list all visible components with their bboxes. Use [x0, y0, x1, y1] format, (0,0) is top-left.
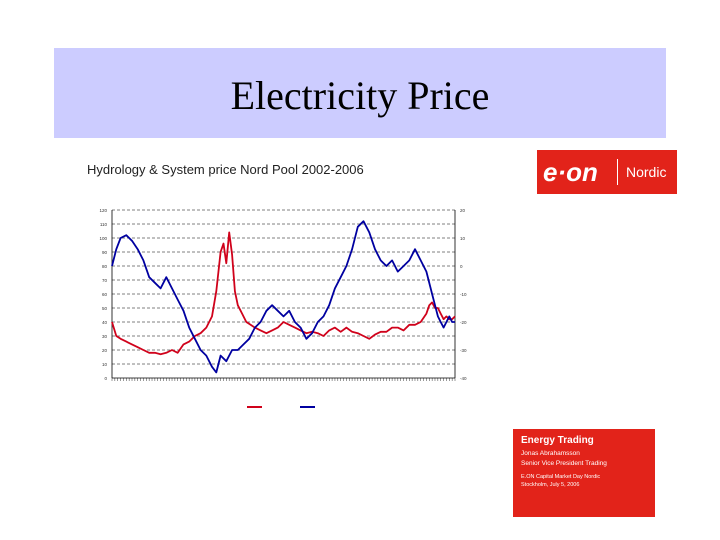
left-tick-label: 90	[102, 250, 108, 255]
chart-heading: Hydrology & System price Nord Pool 2002-…	[87, 162, 364, 177]
x-axis-ticks	[111, 378, 456, 381]
right-axis-ticks: -40 -30 -20 -10 0 10 20	[460, 208, 467, 381]
series-line-0	[111, 231, 456, 356]
left-tick-label: 60	[102, 292, 108, 297]
right-tick-label: -20	[460, 320, 467, 325]
right-tick-label: -30	[460, 348, 467, 353]
left-tick-label: 10	[102, 362, 108, 367]
left-axis-ticks: 0 10 20 30 40 50 60 70 80 90 100 110 120	[99, 208, 107, 381]
left-tick-label: 80	[102, 264, 108, 269]
left-tick-label: 20	[102, 348, 108, 353]
eon-nordic-logo: e·on Nordic	[537, 150, 677, 194]
left-tick-label: 0	[104, 376, 107, 381]
chart-series	[111, 220, 456, 374]
eon-logo-mark: e·on	[543, 156, 598, 187]
slide-title: Electricity Price	[230, 72, 490, 118]
presenter-name: Jonas Abrahamsson	[521, 450, 580, 457]
left-tick-label: 70	[102, 278, 108, 283]
left-tick-label: 100	[99, 236, 107, 241]
info-heading: Energy Trading	[521, 435, 594, 446]
right-tick-label: -10	[460, 292, 467, 297]
right-tick-label: 20	[460, 208, 466, 213]
logo-divider	[617, 159, 618, 185]
left-tick-label: 110	[100, 222, 108, 227]
slide-title-band: Electricity Price	[54, 48, 666, 138]
presenter-role: Senior Vice President Trading	[521, 460, 607, 467]
logo-region: Nordic	[626, 164, 667, 180]
left-tick-label: 30	[102, 334, 108, 339]
presenter-info-box: Energy Trading Jonas Abrahamsson Senior …	[513, 429, 655, 517]
left-tick-label: 40	[102, 320, 108, 325]
series-line-1	[111, 220, 455, 374]
chart-grid	[112, 209, 455, 365]
left-tick-label: 50	[102, 306, 108, 311]
right-tick-label: 10	[460, 236, 466, 241]
right-tick-label: 0	[460, 264, 463, 269]
left-tick-label: 120	[99, 208, 107, 213]
event-place-date: Stockholm, July 5, 2006	[521, 482, 580, 488]
right-tick-label: -40	[460, 376, 467, 381]
event-name: E.ON Capital Market Day Nordic	[521, 474, 601, 480]
